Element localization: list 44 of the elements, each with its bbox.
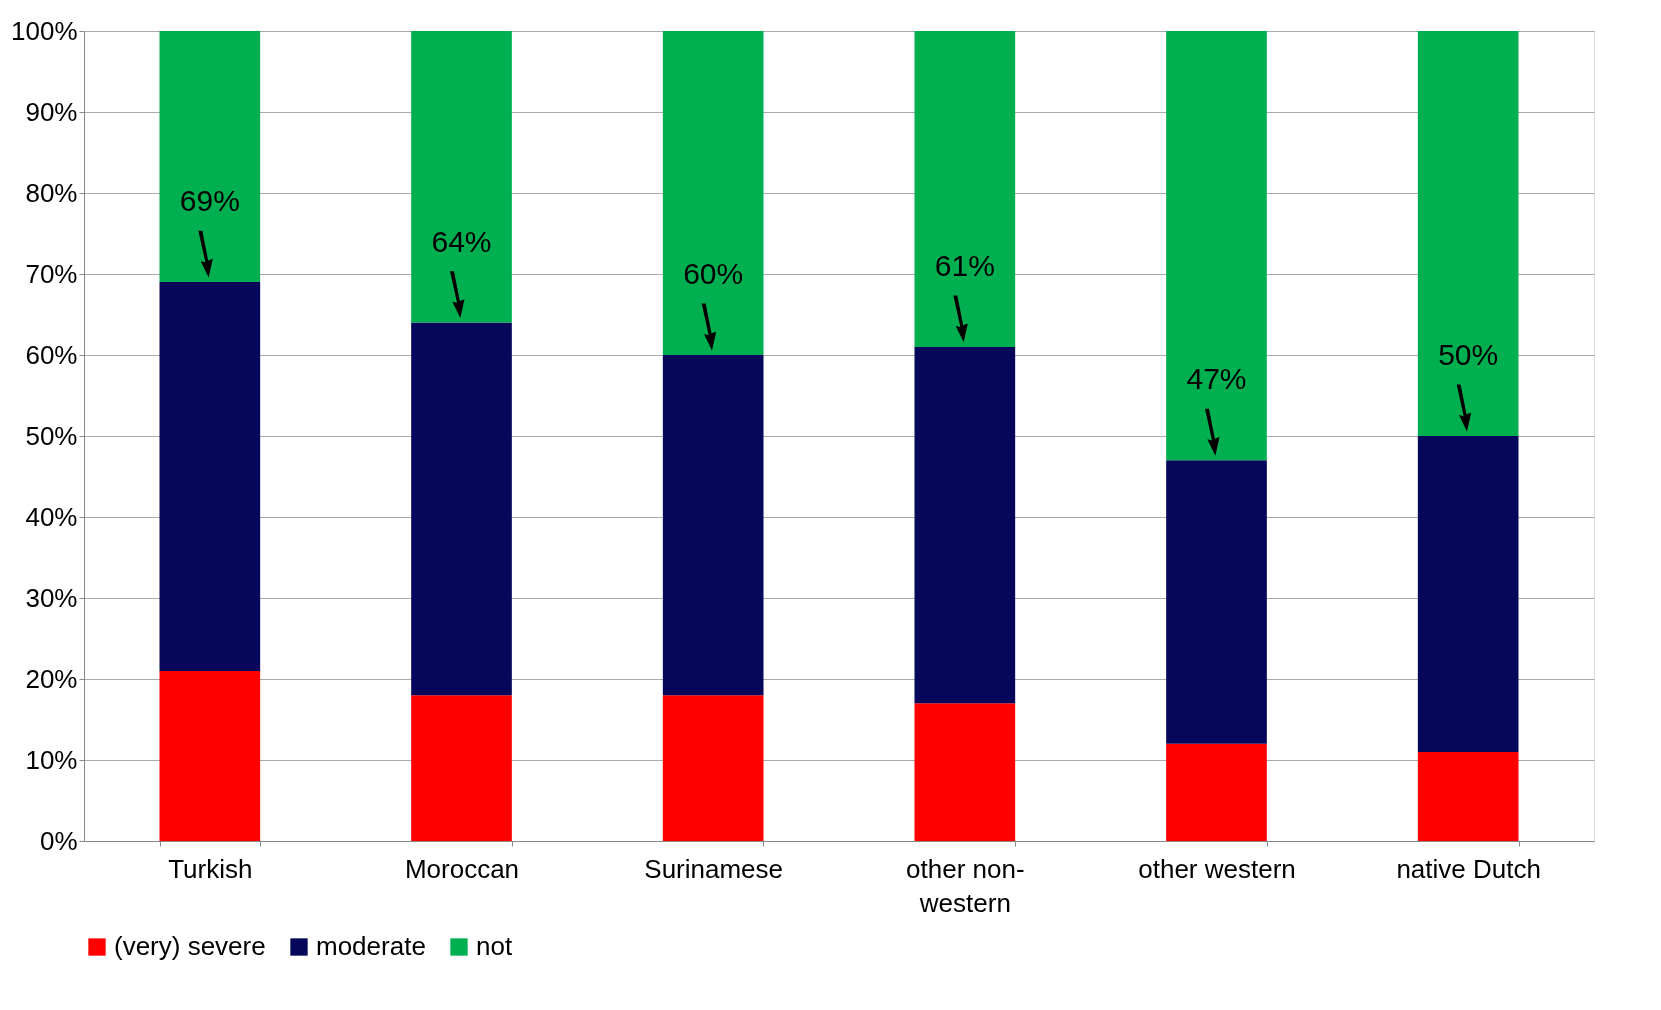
bar [914,703,1016,841]
bar [914,346,1016,704]
x-tick-label: other non-western [906,853,1025,918]
bar [914,31,1016,347]
y-tick-label: 0% [39,825,78,856]
annotation: 64% [431,224,492,258]
annotation: 60% [683,257,744,290]
x-tick-label: native Dutch [1396,853,1541,884]
y-tick-label: 80% [25,177,78,208]
bar [159,31,261,283]
y-tick-label: 40% [25,501,78,532]
x-tick-label: other western [1138,853,1296,884]
legend-label: not [476,931,513,961]
bar [159,282,261,671]
y-tick-label: 70% [25,258,78,289]
y-tick-label: 30% [25,582,78,613]
annotation: 61% [934,248,995,282]
bar [1166,31,1267,461]
bar [662,31,764,355]
legend-label: moderate [316,931,426,961]
y-tick-label: 90% [25,96,78,127]
x-tick-label: Moroccan [404,853,520,884]
bar [1417,436,1519,752]
bar [1417,751,1519,841]
x-tick-label: Turkish [168,853,253,884]
y-tick-label: 10% [25,744,78,775]
y-tick-label: 50% [25,420,78,451]
legend-label: (very) severe [114,931,266,961]
x-tick-label: Surinamese [644,853,784,884]
y-tick-label: 60% [25,339,78,370]
bar [662,355,764,696]
bar [662,695,764,841]
bar [1166,460,1267,744]
annotation: 50% [1438,338,1499,371]
bar [1166,743,1267,841]
bar [411,322,512,696]
annotation: 69% [179,184,240,218]
bar [411,31,512,323]
annotation: 47% [1186,362,1247,396]
bar [159,670,261,841]
y-tick-label: 100% [11,15,78,46]
y-tick-label: 20% [25,663,78,694]
bar [411,695,512,841]
bar [1417,31,1519,436]
